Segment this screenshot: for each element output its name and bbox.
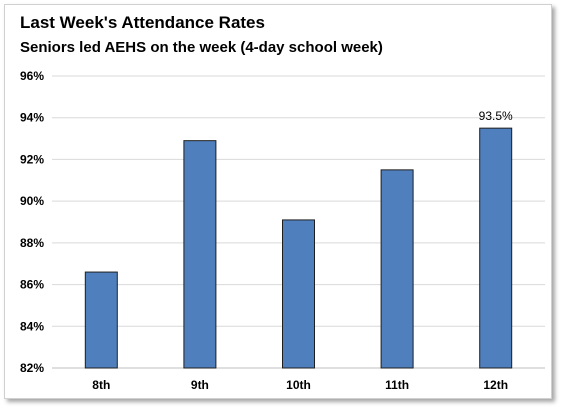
y-tick-label: 88% — [20, 236, 44, 250]
x-tick-label: 12th — [483, 378, 508, 392]
bar-9th — [183, 140, 217, 369]
y-tick-label: 94% — [20, 111, 44, 125]
y-tick-label: 82% — [20, 361, 44, 375]
bar-8th — [84, 271, 118, 369]
y-tick-label: 92% — [20, 152, 44, 166]
x-tick-label: 11th — [385, 378, 409, 392]
data-label: 93.5% — [479, 109, 513, 123]
x-tick-label: 8th — [92, 378, 110, 392]
chart-subtitle: Seniors led AEHS on the week (4-day scho… — [20, 39, 383, 56]
chart-title: Last Week's Attendance Rates — [20, 13, 265, 32]
x-tick-label: 10th — [286, 378, 311, 392]
bar-10th — [282, 219, 315, 369]
y-tick-label: 90% — [20, 194, 44, 208]
y-tick-label: 96% — [20, 69, 44, 83]
y-tick-label: 86% — [20, 278, 44, 292]
x-tick-label: 9th — [191, 378, 209, 392]
y-tick-label: 84% — [20, 319, 44, 333]
bar-11th — [380, 169, 414, 369]
bar-12th — [479, 127, 513, 369]
